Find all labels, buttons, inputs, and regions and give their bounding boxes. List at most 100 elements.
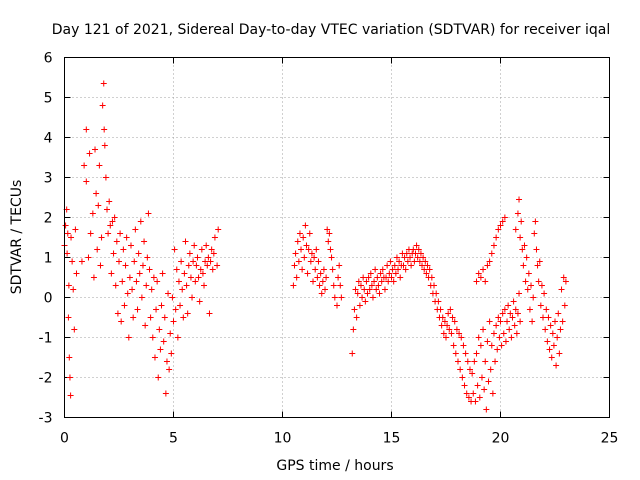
data-point-marker	[452, 350, 459, 357]
data-point-marker	[71, 326, 78, 333]
data-point-marker	[135, 250, 142, 257]
data-point-marker	[185, 262, 192, 269]
data-point-marker	[336, 262, 343, 269]
data-point-marker	[396, 258, 403, 265]
data-point-marker	[294, 238, 301, 245]
y-tick-label: 6	[44, 51, 53, 67]
data-point-marker	[364, 290, 371, 297]
data-point-marker	[462, 350, 469, 357]
data-point-marker	[549, 330, 556, 337]
data-point-marker	[129, 286, 136, 293]
x-tick-label: 20	[492, 431, 510, 447]
data-point-marker	[520, 262, 527, 269]
data-point-marker	[138, 294, 145, 301]
data-point-marker	[548, 354, 555, 361]
data-point-marker	[178, 258, 185, 265]
y-axis: -3 -2 -1 0 1 2 3 4 5 6	[39, 51, 610, 427]
data-point-marker	[419, 262, 426, 269]
data-point-marker	[328, 254, 335, 261]
data-point-marker	[350, 326, 357, 333]
data-point-marker	[296, 230, 303, 237]
data-point-marker	[183, 282, 190, 289]
data-point-marker	[96, 162, 103, 169]
data-point-marker	[488, 250, 495, 257]
data-point-marker	[207, 258, 214, 265]
data-point-marker	[314, 274, 321, 281]
data-point-marker	[156, 326, 163, 333]
data-point-marker	[538, 282, 545, 289]
data-point-marker	[477, 274, 484, 281]
data-point-marker	[141, 238, 148, 245]
data-point-marker	[476, 394, 483, 401]
data-point-marker	[144, 254, 151, 261]
data-point-marker	[169, 294, 176, 301]
data-point-marker	[94, 246, 101, 253]
x-tick-label: 0	[60, 431, 69, 447]
data-point-marker	[423, 270, 430, 277]
data-point-marker	[478, 374, 485, 381]
data-point-marker	[415, 246, 422, 253]
data-point-marker	[173, 266, 180, 273]
data-point-marker	[107, 222, 114, 229]
y-tick-label: -2	[39, 371, 53, 387]
data-point-marker	[484, 338, 491, 345]
data-point-marker	[83, 178, 90, 185]
data-point-marker	[540, 314, 547, 321]
data-point-marker	[536, 258, 543, 265]
data-point-marker	[464, 358, 471, 365]
data-point-marker	[304, 270, 311, 277]
data-point-marker	[552, 318, 558, 325]
data-point-marker	[387, 258, 394, 265]
data-point-marker	[501, 306, 508, 313]
data-point-marker	[559, 318, 566, 325]
data-point-marker	[322, 286, 329, 293]
data-point-marker	[111, 214, 118, 221]
data-point-marker	[402, 266, 409, 273]
x-axis: 0 5 10 15 20 25	[60, 57, 618, 447]
data-point-marker	[86, 150, 93, 157]
data-point-marker	[537, 302, 544, 309]
data-point-marker	[293, 274, 300, 281]
data-point-marker	[93, 190, 100, 197]
data-point-marker	[323, 274, 330, 281]
data-point-marker	[170, 318, 177, 325]
data-point-marker	[306, 230, 313, 237]
data-point-marker	[545, 314, 552, 321]
data-point-marker	[372, 266, 379, 273]
data-point-marker	[308, 250, 315, 257]
data-point-marker	[554, 334, 561, 341]
data-point-marker	[161, 314, 168, 321]
data-point-marker	[64, 250, 71, 257]
data-point-marker	[506, 326, 513, 333]
data-point-marker	[529, 318, 536, 325]
data-point-marker	[189, 294, 196, 301]
data-point-marker	[388, 274, 395, 281]
data-point-marker	[510, 298, 517, 305]
data-point-marker	[187, 274, 194, 281]
data-point-marker	[445, 310, 452, 317]
data-point-marker	[147, 314, 154, 321]
data-point-marker	[465, 394, 472, 401]
data-point-marker	[157, 346, 164, 353]
data-point-marker	[167, 330, 174, 337]
data-point-marker	[90, 274, 97, 281]
data-point-marker	[512, 226, 519, 233]
data-point-marker	[440, 330, 447, 337]
data-point-marker	[310, 278, 317, 285]
data-point-marker	[494, 346, 501, 353]
data-point-marker	[305, 246, 312, 253]
data-point-marker	[497, 318, 504, 325]
data-point-marker	[363, 278, 370, 285]
plot-frame	[64, 57, 610, 418]
data-point-marker	[410, 246, 417, 253]
data-point-marker	[507, 310, 514, 317]
data-point-marker	[126, 274, 133, 281]
data-point-marker	[461, 382, 468, 389]
data-point-marker	[448, 330, 455, 337]
chart-title: Day 121 of 2021, Sidereal Day-to-day VTE…	[52, 22, 610, 38]
data-point-marker	[106, 198, 113, 205]
data-point-marker	[390, 278, 397, 285]
data-point-marker	[414, 254, 421, 261]
data-point-marker	[473, 350, 480, 357]
data-point-marker	[290, 282, 297, 289]
